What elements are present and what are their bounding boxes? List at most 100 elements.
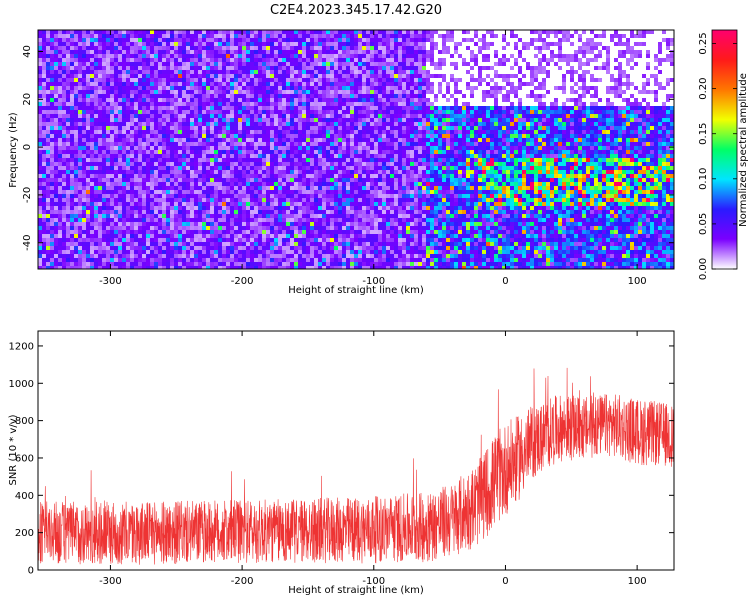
heatmap-cell [62,130,66,134]
heatmap-cell [122,122,126,126]
heatmap-cell [362,118,366,122]
heatmap-cell [298,34,302,38]
heatmap-cell [578,130,582,134]
heatmap-cell [630,66,634,70]
heatmap-cell [150,106,154,110]
heatmap-cell [642,90,646,94]
heatmap-cell [294,30,298,34]
heatmap-cell [170,90,174,94]
heatmap-cell [298,118,302,122]
heatmap-cell [398,82,402,86]
heatmap-cell [538,38,542,42]
heatmap-cell [294,78,298,82]
heatmap-cell [450,90,454,94]
heatmap-cell [98,70,102,74]
heatmap-cell [178,34,182,38]
heatmap-cell [202,70,206,74]
heatmap-cell [310,142,314,146]
heatmap-cell [198,110,202,114]
heatmap-cell [182,94,186,98]
heatmap-cell [118,50,122,54]
heatmap-cell [274,34,278,38]
heatmap-cell [518,106,522,110]
heatmap-cell [258,70,262,74]
heatmap-cell [490,82,494,86]
heatmap-cell [330,78,334,82]
heatmap-cell [142,46,146,50]
heatmap-cell [194,130,198,134]
heatmap-cell [558,30,562,34]
heatmap-cell [182,38,186,42]
heatmap-cell [446,98,450,102]
heatmap-cell [406,134,410,138]
heatmap-cell [122,58,126,62]
heatmap-cell [118,142,122,146]
heatmap-cell [306,106,310,110]
heatmap-cell [178,70,182,74]
heatmap-cell [286,38,290,42]
heatmap-cell [406,98,410,102]
heatmap-cell [538,126,542,130]
heatmap-cell [506,54,510,58]
heatmap-cell [534,58,538,62]
heatmap-cell [198,126,202,130]
heatmap-cell [442,82,446,86]
heatmap-cell [286,98,290,102]
heatmap-cell [382,58,386,62]
heatmap-cell [190,38,194,42]
heatmap-cell [638,50,642,54]
heatmap-cell [446,102,450,106]
heatmap-cell [550,90,554,94]
heatmap-cell [190,58,194,62]
heatmap-cell [138,78,142,82]
heatmap-cell [194,58,198,62]
heatmap-cell [242,98,246,102]
heatmap-cell [498,74,502,78]
heatmap-cell [330,58,334,62]
heatmap-cell [502,46,506,50]
heatmap-cell [546,66,550,70]
heatmap-cell [598,150,602,154]
heatmap-cell [78,122,82,126]
heatmap-cell [246,102,250,106]
heatmap-cell [74,94,78,98]
heatmap-cell [570,138,574,142]
heatmap-cell [538,66,542,70]
heatmap-cell [154,118,158,122]
heatmap-cell [530,130,534,134]
heatmap-cell [50,70,54,74]
heatmap-cell [446,38,450,42]
heatmap-cell [334,126,338,130]
heatmap-cell [178,74,182,78]
heatmap-cell [502,98,506,102]
heatmap-cell [122,126,126,130]
heatmap-cell [98,38,102,42]
heatmap-cell [298,134,302,138]
heatmap-cell [450,78,454,82]
heatmap-cell [142,134,146,138]
heatmap-cell [358,122,362,126]
heatmap-cell [566,38,570,42]
heatmap-cell [198,82,202,86]
heatmap-cell [398,138,402,142]
heatmap-cell [602,114,606,118]
heatmap-cell [130,66,134,70]
heatmap-cell [594,82,598,86]
heatmap-cell [614,142,618,146]
heatmap-cell [234,94,238,98]
heatmap-cell [534,42,538,46]
heatmap-cell [46,146,50,150]
heatmap-cell [50,150,54,154]
heatmap-cell [338,118,342,122]
heatmap-cell [514,38,518,42]
heatmap-cell [190,86,194,90]
heatmap-cell [234,154,238,158]
heatmap-cell [410,138,414,142]
heatmap-cell [530,78,534,82]
heatmap-cell [106,106,110,110]
heatmap-cell [250,94,254,98]
heatmap-cell [150,86,154,90]
heatmap-cell [114,114,118,118]
heatmap-cell [646,122,650,126]
heatmap-cell [566,82,570,86]
